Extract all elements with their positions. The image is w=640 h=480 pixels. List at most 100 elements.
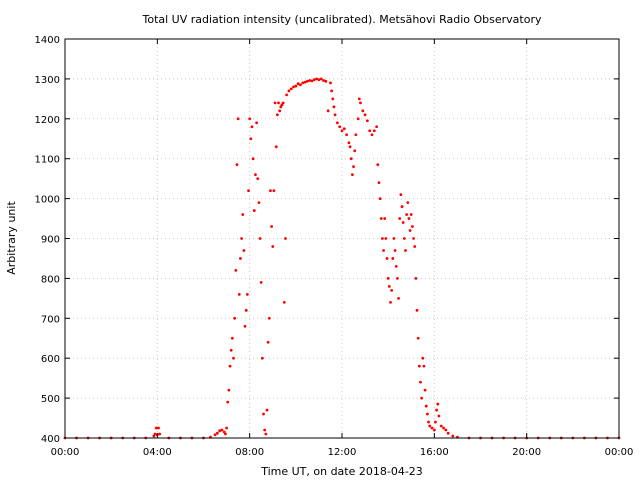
data-point (439, 424, 443, 428)
y-tick-label: 1400 (35, 35, 60, 46)
data-point (405, 213, 409, 216)
data-point (342, 127, 346, 131)
data-point (255, 121, 258, 125)
y-tick-label: 1200 (35, 115, 60, 126)
data-point (394, 265, 398, 268)
data-point (451, 434, 455, 438)
data-point (267, 316, 271, 320)
data-point (335, 121, 339, 125)
data-point (402, 237, 406, 240)
data-point (361, 109, 365, 113)
data-point (399, 193, 403, 197)
data-point (397, 296, 400, 300)
data-point (239, 257, 242, 260)
data-point (414, 277, 418, 280)
data-point (378, 197, 382, 201)
data-point (437, 414, 441, 418)
data-point (153, 432, 157, 436)
data-point (265, 408, 269, 412)
data-point (229, 348, 233, 352)
data-point (285, 93, 288, 97)
y-tick-label: 400 (41, 434, 60, 445)
data-point (427, 420, 430, 424)
data-point (409, 213, 413, 216)
data-point (315, 77, 319, 81)
data-point (391, 257, 395, 260)
data-point (275, 113, 279, 117)
data-point (352, 165, 355, 169)
data-point (317, 78, 321, 82)
x-tick-label: 04:00 (143, 447, 172, 458)
data-point (415, 308, 419, 312)
data-point (340, 129, 344, 133)
data-point (154, 426, 158, 430)
data-point (332, 105, 336, 109)
data-point (237, 292, 241, 296)
data-point (236, 117, 240, 121)
data-point (157, 426, 160, 430)
data-point (349, 157, 353, 161)
y-axis-label: Arbitrary unit (5, 201, 18, 275)
data-point (389, 300, 392, 304)
data-point (158, 432, 162, 436)
data-point (424, 404, 428, 408)
data-point (408, 229, 412, 232)
data-point (407, 217, 411, 220)
data-point (359, 101, 362, 105)
data-point (348, 145, 352, 149)
data-point (215, 431, 219, 435)
data-point (392, 237, 396, 240)
data-point (284, 237, 287, 240)
data-point (398, 217, 402, 220)
data-point (282, 300, 286, 304)
data-point (248, 117, 252, 121)
data-point (387, 284, 391, 288)
data-point (258, 237, 262, 240)
data-point (256, 177, 260, 181)
data-point (413, 245, 417, 248)
y-tick-label: 1100 (35, 155, 60, 166)
data-point (235, 163, 239, 167)
x-tick-label: 00:00 (51, 447, 80, 458)
data-point (347, 141, 351, 145)
y-tick-label: 1300 (35, 75, 60, 86)
data-point (422, 364, 426, 368)
data-point (308, 79, 312, 82)
data-point (411, 225, 414, 228)
data-point (322, 79, 325, 82)
data-point (417, 364, 421, 368)
grid (65, 39, 619, 438)
data-points (63, 77, 621, 440)
x-tick-label: 12:00 (328, 447, 357, 458)
data-point (254, 173, 257, 177)
data-point (247, 189, 250, 193)
y-tick-label: 1000 (35, 195, 60, 206)
data-point (227, 388, 231, 392)
data-point (436, 402, 440, 406)
x-tick-label: 00:00 (605, 447, 634, 458)
data-point (218, 429, 222, 433)
data-point (383, 217, 387, 220)
data-point (232, 356, 235, 360)
data-point (266, 340, 270, 344)
data-point (269, 189, 272, 193)
data-point (420, 396, 424, 400)
data-point (224, 432, 227, 436)
y-tick-label: 900 (41, 235, 60, 246)
data-point (390, 288, 394, 292)
data-point (252, 209, 256, 212)
y-tick-label: 600 (41, 354, 60, 365)
data-point (245, 292, 249, 296)
data-point (382, 249, 385, 252)
data-point (262, 412, 265, 416)
data-point (384, 237, 388, 240)
data-point (416, 336, 420, 340)
data-point (393, 249, 397, 252)
y-tick-label: 800 (41, 274, 60, 285)
chart-title: Total UV radiation intensity (uncalibrat… (142, 13, 542, 26)
data-point (385, 257, 389, 260)
data-point (292, 85, 295, 89)
data-point (434, 420, 437, 424)
data-point (426, 412, 429, 416)
data-point (225, 426, 228, 430)
